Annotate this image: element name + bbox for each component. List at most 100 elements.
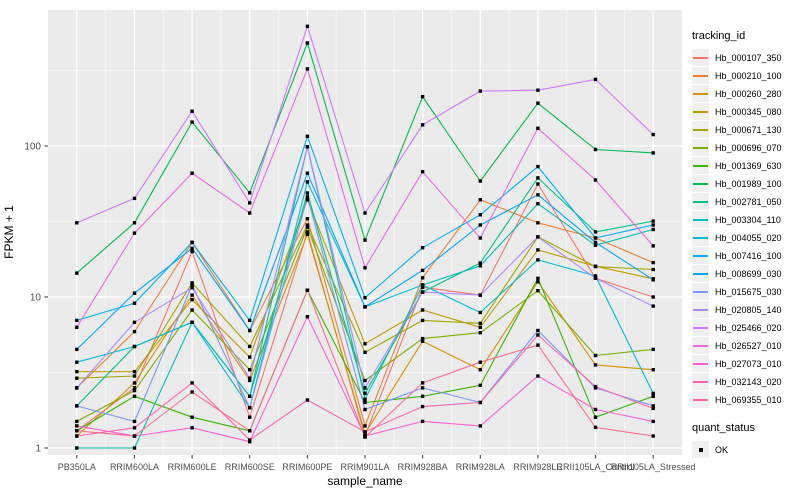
x-tick-label-RRIM928BA: RRIM928BA bbox=[398, 462, 448, 472]
legend-swatch-icon bbox=[692, 247, 709, 264]
data-point bbox=[305, 232, 310, 236]
data-point bbox=[248, 429, 252, 433]
legend-item-Hb_002781_050: Hb_002781_050 bbox=[692, 193, 798, 210]
legend-label: Hb_000260_280 bbox=[715, 88, 782, 99]
data-point bbox=[593, 274, 598, 278]
legend-label-ok: OK bbox=[715, 444, 729, 455]
data-point bbox=[478, 179, 482, 183]
data-point bbox=[75, 325, 79, 329]
data-point bbox=[536, 333, 540, 337]
legend-swatch-icon bbox=[692, 301, 709, 318]
y-axis-title: FPKM + 1 bbox=[2, 205, 16, 259]
legend-swatch-icon bbox=[692, 175, 709, 192]
data-point bbox=[75, 376, 79, 380]
data-point bbox=[593, 415, 598, 419]
data-point bbox=[305, 288, 310, 292]
data-point bbox=[75, 386, 79, 390]
ok-square-marker-icon bbox=[692, 441, 709, 458]
data-point bbox=[248, 318, 252, 323]
data-point bbox=[651, 434, 655, 438]
x-tick-label-RRIM928LA: RRIM928LA bbox=[456, 462, 505, 472]
data-point bbox=[363, 305, 367, 309]
data-point bbox=[478, 264, 482, 268]
x-tick-label-RRIM600PE: RRIM600PE bbox=[282, 462, 332, 472]
data-point bbox=[190, 415, 194, 419]
legend-item-Hb_008699_030: Hb_008699_030 bbox=[692, 265, 798, 282]
data-point bbox=[651, 260, 655, 265]
data-point bbox=[363, 391, 367, 396]
legend-label: Hb_025466_020 bbox=[715, 322, 782, 333]
data-point bbox=[248, 191, 252, 195]
x-tick-label-RRIM901LA: RRIM901LA bbox=[340, 462, 389, 472]
data-point bbox=[305, 67, 310, 71]
data-point bbox=[420, 308, 425, 312]
data-point bbox=[132, 426, 137, 430]
data-point bbox=[420, 170, 425, 174]
data-point bbox=[478, 424, 482, 428]
data-point bbox=[536, 258, 540, 262]
legend-swatch-icon bbox=[692, 211, 709, 228]
data-point bbox=[248, 328, 252, 333]
data-point bbox=[190, 381, 194, 385]
data-point bbox=[132, 231, 137, 235]
data-point bbox=[190, 390, 194, 394]
legend-item-Hb_020805_140: Hb_020805_140 bbox=[692, 301, 798, 318]
data-point bbox=[248, 368, 252, 372]
legend-item-Hb_004055_020: Hb_004055_020 bbox=[692, 229, 798, 246]
data-point bbox=[75, 347, 79, 352]
legend-swatch-icon bbox=[692, 139, 709, 156]
data-point bbox=[651, 406, 655, 411]
data-point bbox=[651, 151, 655, 155]
data-point bbox=[478, 368, 482, 372]
data-point bbox=[536, 289, 540, 293]
legend-swatch-icon bbox=[692, 193, 709, 210]
data-point bbox=[305, 223, 310, 227]
data-point bbox=[363, 386, 367, 390]
legend-label: Hb_000345_080 bbox=[715, 106, 782, 117]
data-point bbox=[593, 363, 598, 367]
data-point bbox=[420, 95, 425, 99]
data-point bbox=[651, 394, 655, 398]
data-point bbox=[651, 404, 655, 408]
legend-entries: Hb_000107_350 Hb_000210_100 Hb_000260_280 H… bbox=[692, 49, 798, 408]
y-tick-label: 100 bbox=[24, 142, 41, 153]
data-point bbox=[478, 213, 482, 217]
data-point bbox=[536, 88, 540, 92]
x-tick-label-RRII105LA_Control: RRII105LA_Control bbox=[557, 462, 635, 472]
data-point bbox=[593, 230, 598, 234]
data-point bbox=[248, 394, 252, 398]
legend-label: Hb_007416_100 bbox=[715, 250, 782, 261]
data-point bbox=[363, 238, 367, 242]
legend-item-Hb_025466_020: Hb_025466_020 bbox=[692, 319, 798, 336]
legend-swatch-icon bbox=[692, 391, 709, 408]
legend-item-Hb_007416_100: Hb_007416_100 bbox=[692, 247, 798, 264]
x-tick-label-RRII105LA_Stressed: RRII105LA_Stressed bbox=[611, 462, 696, 472]
data-point bbox=[248, 440, 252, 444]
data-point bbox=[478, 223, 482, 227]
data-point bbox=[478, 383, 482, 387]
data-point bbox=[593, 178, 598, 182]
data-point bbox=[75, 370, 79, 374]
legend-label: Hb_026527_010 bbox=[715, 340, 782, 351]
data-point bbox=[593, 384, 598, 389]
data-point bbox=[248, 344, 252, 349]
legend-label: Hb_027073_010 bbox=[715, 358, 782, 369]
data-point bbox=[363, 400, 367, 405]
data-point bbox=[651, 278, 655, 282]
data-point bbox=[132, 329, 137, 334]
data-point bbox=[420, 419, 425, 424]
data-point bbox=[651, 244, 655, 248]
data-point bbox=[536, 176, 540, 180]
data-point bbox=[132, 386, 137, 390]
data-point bbox=[536, 101, 540, 105]
data-point bbox=[305, 195, 310, 199]
data-point bbox=[75, 318, 79, 323]
data-point bbox=[420, 381, 425, 385]
data-point bbox=[420, 268, 425, 273]
data-point bbox=[75, 446, 79, 450]
data-point bbox=[478, 331, 482, 335]
data-point bbox=[305, 315, 310, 319]
data-point bbox=[75, 424, 79, 428]
legend-item-Hb_026527_010: Hb_026527_010 bbox=[692, 337, 798, 354]
legend-item-Hb_000696_070: Hb_000696_070 bbox=[692, 139, 798, 156]
